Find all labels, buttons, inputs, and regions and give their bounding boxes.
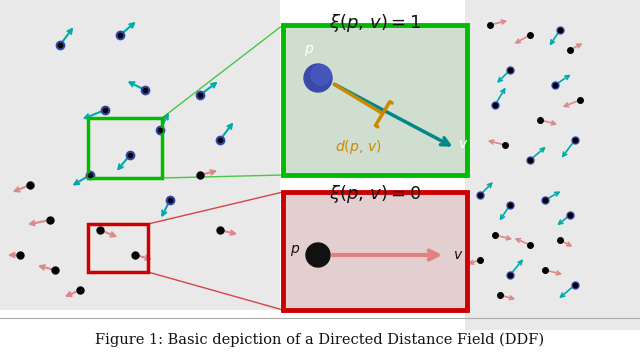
Bar: [283, 25, 467, 175]
Bar: [283, 192, 467, 310]
Bar: [283, 192, 467, 310]
Circle shape: [304, 64, 332, 92]
Text: $p$: $p$: [304, 43, 314, 58]
Text: Figure 1: Basic depiction of a Directed Distance Field (DDF): Figure 1: Basic depiction of a Directed …: [95, 333, 545, 347]
Bar: [283, 25, 467, 175]
Text: $p$: $p$: [290, 244, 300, 258]
Text: $\xi(p,\,v)=1$: $\xi(p,\,v)=1$: [329, 12, 421, 34]
Circle shape: [311, 65, 331, 85]
Text: $d(p,\,v)$: $d(p,\,v)$: [335, 138, 382, 156]
Bar: [465, 0, 640, 175]
Circle shape: [306, 243, 330, 267]
Bar: [465, 175, 640, 330]
Bar: [88, 118, 162, 178]
Bar: [88, 224, 148, 272]
Text: $\xi(p,\,v)=0$: $\xi(p,\,v)=0$: [329, 183, 421, 205]
Bar: [0, 0, 280, 310]
Text: $v$: $v$: [458, 137, 468, 151]
Text: $v$: $v$: [453, 248, 463, 262]
